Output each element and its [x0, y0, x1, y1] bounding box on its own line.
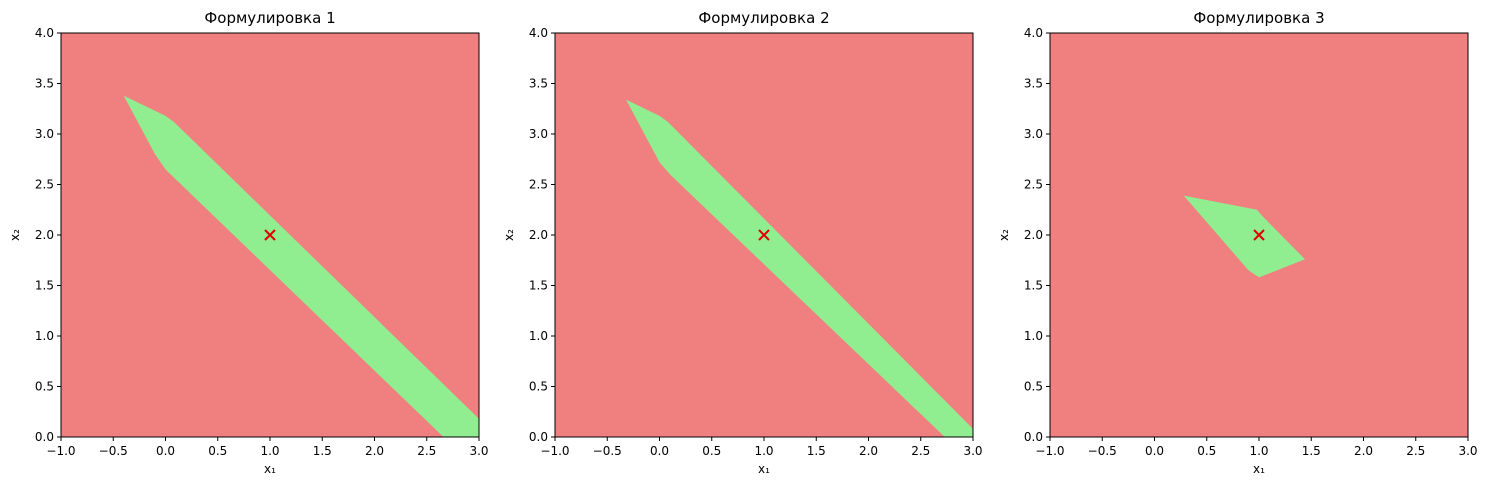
y-tick-label: 0.0 — [529, 430, 548, 444]
feasible-region — [1183, 195, 1305, 278]
x-tick-label: −1.0 — [1035, 444, 1064, 458]
y-tick-label: 1.0 — [1024, 329, 1043, 343]
y-tick-label: 4.0 — [1024, 26, 1043, 40]
y-tick-label: 0.5 — [35, 380, 54, 394]
x-tick-label: 3.0 — [963, 444, 982, 458]
x-tick-label: −0.5 — [1088, 444, 1117, 458]
y-tick-label: 0.5 — [529, 380, 548, 394]
x-tick-label: 1.5 — [313, 444, 332, 458]
y-tick-label: 0.0 — [35, 430, 54, 444]
x-axis-label: x₁ — [264, 462, 276, 476]
y-axis-label: x₂ — [8, 229, 22, 241]
marker-point — [758, 229, 770, 241]
x-tick-label: 1.0 — [754, 444, 773, 458]
chart-panel-3: −1.0 −0.5 0.0 0.5 1.0 1.5 2.0 2.5 3.0 0.0 0.5 1.0 1.… — [997, 9, 1478, 476]
y-tick-label: 4.0 — [35, 26, 54, 40]
y-tick-label: 1.0 — [529, 329, 548, 343]
y-tick-label: 3.5 — [1024, 77, 1043, 91]
x-axis-label: x₁ — [758, 462, 770, 476]
chart-panel-1: −1.0 −0.5 0.0 0.5 1.0 1.5 2.0 2.5 3.0 0.0 0.5 1.0 1.… — [8, 9, 489, 476]
x-tick-label: 1.5 — [1302, 444, 1321, 458]
chart-title: Формулировка 1 — [204, 9, 335, 27]
x-tick-label: 1.0 — [260, 444, 279, 458]
x-tick-label: 0.5 — [1197, 444, 1216, 458]
y-tick-label: 1.5 — [35, 279, 54, 293]
x-tick-label: 3.0 — [1458, 444, 1477, 458]
y-tick-label: 3.0 — [35, 127, 54, 141]
y-tick-label: 1.0 — [35, 329, 54, 343]
x-tick-label: 1.5 — [807, 444, 826, 458]
x-tick-label: 0.0 — [1145, 444, 1164, 458]
y-axis-label: x₂ — [502, 229, 516, 241]
x-tick-label: 2.5 — [1406, 444, 1425, 458]
y-tick-label: 3.5 — [35, 77, 54, 91]
x-tick-label: −0.5 — [99, 444, 128, 458]
x-tick-label: 2.5 — [911, 444, 930, 458]
chart-panel-2: −1.0 −0.5 0.0 0.5 1.0 1.5 2.0 2.5 3.0 0.0 0.5 1.0 1.… — [502, 9, 983, 476]
y-tick-label: 1.5 — [1024, 279, 1043, 293]
y-tick-label: 3.5 — [529, 77, 548, 91]
y-tick-label: 2.5 — [529, 178, 548, 192]
marker-point — [1253, 229, 1265, 241]
x-tick-label: 0.5 — [702, 444, 721, 458]
chart-title: Формулировка 3 — [1193, 9, 1324, 27]
x-tick-label: 0.0 — [156, 444, 175, 458]
x-tick-label: −0.5 — [593, 444, 622, 458]
x-tick-label: 3.0 — [469, 444, 488, 458]
x-tick-label: 2.0 — [1354, 444, 1373, 458]
x-tick-label: −1.0 — [540, 444, 569, 458]
y-tick-label: 3.0 — [529, 127, 548, 141]
x-tick-label: 2.0 — [365, 444, 384, 458]
x-tick-label: 0.5 — [208, 444, 227, 458]
feasible-region — [123, 95, 479, 438]
y-tick-label: 2.0 — [529, 228, 548, 242]
x-tick-label: 2.5 — [417, 444, 436, 458]
marker-point — [264, 229, 276, 241]
y-tick-label: 1.5 — [529, 279, 548, 293]
y-tick-label: 2.0 — [1024, 228, 1043, 242]
y-tick-label: 2.5 — [1024, 178, 1043, 192]
y-tick-label: 0.0 — [1024, 430, 1043, 444]
x-tick-label: 0.0 — [650, 444, 669, 458]
y-tick-label: 3.0 — [1024, 127, 1043, 141]
x-tick-label: −1.0 — [46, 444, 75, 458]
x-axis-label: x₁ — [1253, 462, 1265, 476]
feasible-region — [626, 99, 973, 437]
y-tick-label: 2.5 — [35, 178, 54, 192]
x-tick-label: 2.0 — [859, 444, 878, 458]
y-tick-label: 0.5 — [1024, 380, 1043, 394]
chart-title: Формулировка 2 — [698, 9, 829, 27]
y-axis-label: x₂ — [997, 229, 1011, 241]
y-tick-label: 2.0 — [35, 228, 54, 242]
x-tick-label: 1.0 — [1249, 444, 1268, 458]
y-tick-label: 4.0 — [529, 26, 548, 40]
